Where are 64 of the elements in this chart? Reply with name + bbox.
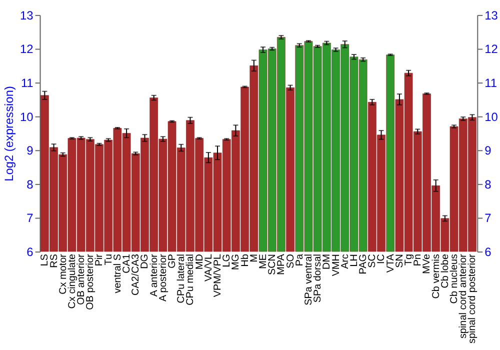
y2-tick-label: 7 bbox=[484, 211, 492, 226]
y-tick-label: 13 bbox=[20, 8, 34, 22]
x-tick-label: GP bbox=[167, 254, 178, 268]
x-tick-label: Cb lobe bbox=[440, 254, 451, 288]
x-tick-label: MG bbox=[230, 254, 242, 270]
x-tick-label: SPa ventral bbox=[303, 254, 314, 306]
y-tick-label: 9 bbox=[26, 144, 34, 158]
x-tick-label: spinal cord posterior bbox=[467, 253, 478, 344]
x-tick-label: OB anterior bbox=[76, 253, 88, 305]
x-tick-label: Pn bbox=[412, 254, 424, 266]
x-tick-label: SN bbox=[394, 254, 406, 268]
x-tick-label: DM bbox=[322, 254, 333, 270]
x-tick-label: LG bbox=[222, 254, 233, 268]
x-tick-label: Hb bbox=[240, 254, 251, 267]
x-tick-label: Tu bbox=[103, 254, 114, 266]
y2-tick-label: 6 bbox=[484, 245, 492, 260]
x-tick-label: CA2/CA3 bbox=[130, 254, 142, 296]
x-tick-label: Cx cingulate bbox=[66, 254, 78, 309]
x-tick-label: A anterior bbox=[148, 253, 160, 297]
y-tick-label: 10 bbox=[20, 110, 34, 124]
y-tick-label: 11 bbox=[20, 76, 34, 90]
x-tick-label: IC bbox=[376, 254, 388, 264]
y-tick-label: 8 bbox=[26, 177, 34, 192]
x-tick-label: Cx motor bbox=[58, 253, 69, 294]
x-tick-label: VPM/VPL bbox=[212, 254, 224, 298]
y-axis-title: Log2 (expression) bbox=[2, 86, 16, 182]
x-tick-label: Arc bbox=[340, 254, 351, 269]
x-tick-label: M bbox=[248, 254, 260, 262]
x-tick-label: LS bbox=[40, 254, 51, 266]
x-tick-label: ME bbox=[258, 254, 269, 269]
x-tick-label: A posterior bbox=[158, 253, 169, 302]
x-tick-label: Pa bbox=[294, 254, 306, 266]
x-tick-label: OB posterior bbox=[85, 253, 96, 310]
y2-tick-label: 13 bbox=[484, 8, 498, 22]
x-tick-label: Cb vermis bbox=[430, 254, 442, 299]
x-tick-label: SO bbox=[285, 254, 296, 268]
x-tick-label: spinal cord anterior bbox=[458, 253, 470, 339]
x-tick-label: CPu medial bbox=[185, 254, 196, 306]
y-tick-label: 12 bbox=[20, 42, 34, 56]
x-tick-label: SCN bbox=[267, 254, 278, 275]
x-tick-label: VMH bbox=[330, 254, 342, 276]
x-tick-label: MVe bbox=[422, 254, 433, 274]
x-tick-label: SPa dorsal bbox=[312, 254, 324, 303]
y2-tick-label: 10 bbox=[484, 110, 498, 124]
y2-tick-label: 8 bbox=[484, 177, 492, 192]
x-tick-label: Pir bbox=[94, 253, 106, 266]
y2-tick-label: 12 bbox=[484, 42, 498, 56]
x-tick-label: VA/VL bbox=[203, 254, 214, 282]
y2-tick-label: 11 bbox=[484, 76, 498, 90]
x-tick-label: CA1 bbox=[122, 254, 133, 274]
y2-tick-label: 9 bbox=[484, 144, 492, 158]
x-tick-label: DG bbox=[140, 254, 151, 269]
y-tick-label: 6 bbox=[26, 245, 34, 260]
x-tick-label: VTA bbox=[385, 254, 396, 273]
x-tick-label: MPA bbox=[276, 254, 288, 275]
x-tick-label: PAG bbox=[358, 254, 370, 274]
x-tick-label: Tg bbox=[404, 254, 415, 266]
x-tick-label: LH bbox=[348, 254, 360, 267]
y-tick-label: 7 bbox=[26, 211, 34, 226]
x-tick-label: RS bbox=[48, 254, 60, 268]
x-tick-label: MD bbox=[194, 254, 206, 270]
x-tick-label: Cb nucleus bbox=[449, 254, 460, 304]
x-tick-label: SC bbox=[367, 254, 378, 268]
x-tick-label: ventral S bbox=[112, 254, 124, 294]
